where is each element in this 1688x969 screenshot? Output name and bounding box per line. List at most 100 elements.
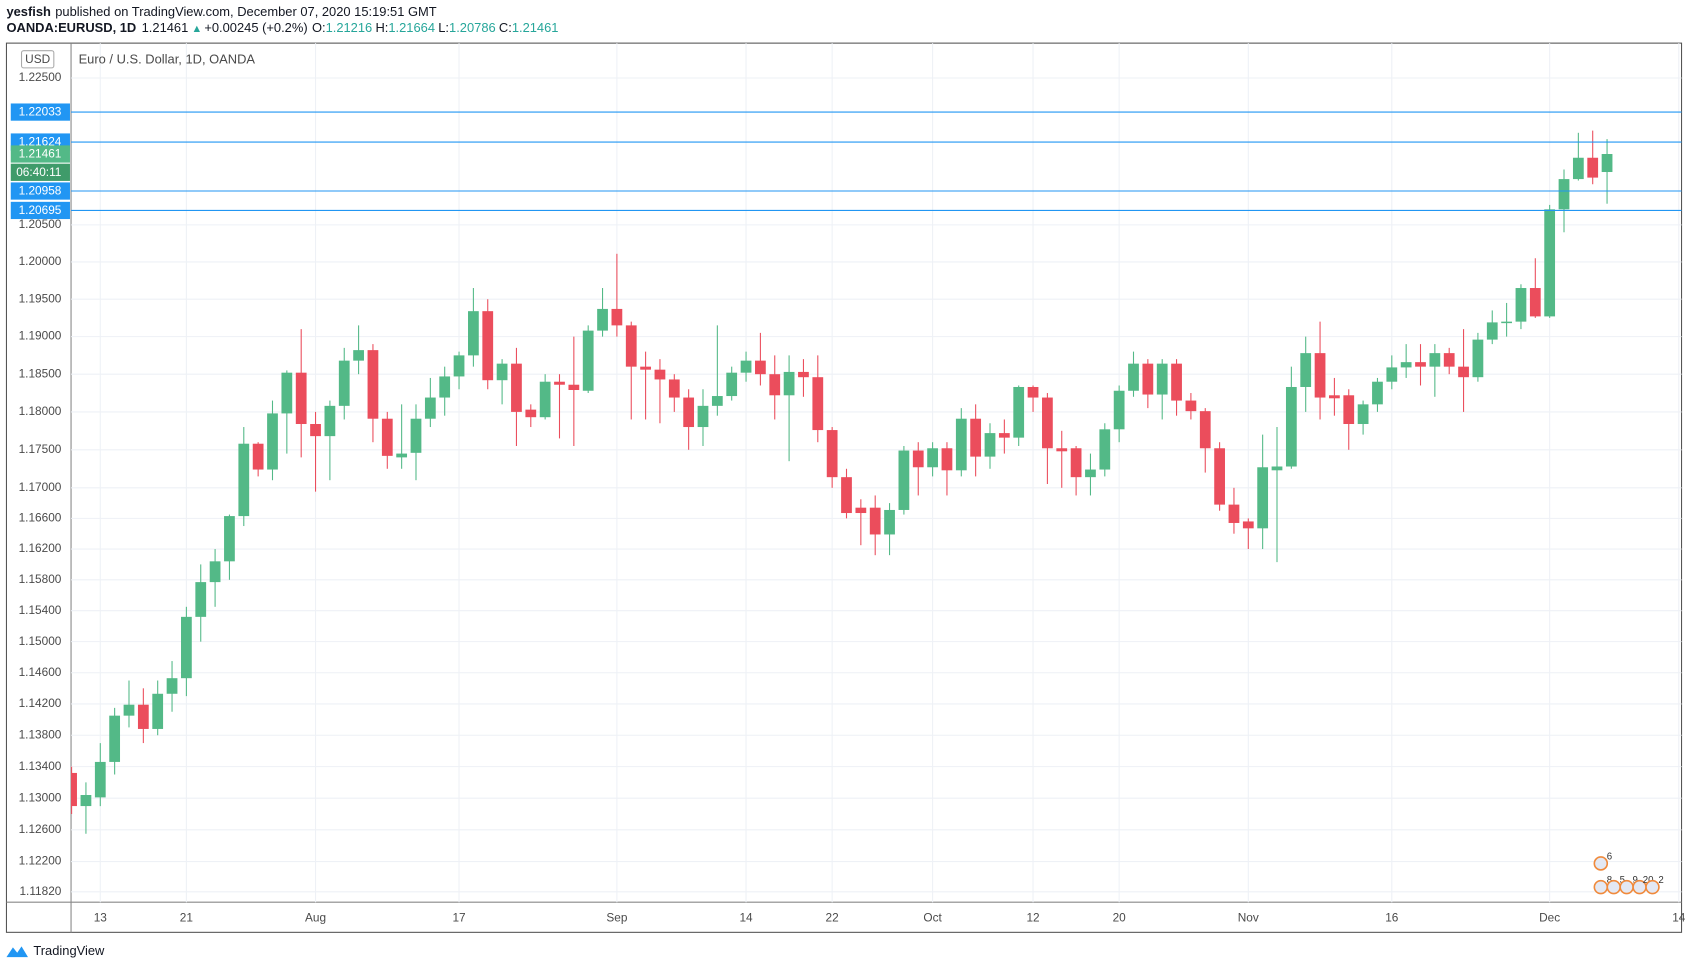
y-tick-label: 1.20500 [19, 217, 62, 231]
candle-body [812, 377, 824, 431]
y-tick-label: 1.17500 [19, 442, 62, 456]
symbol: OANDA:EURUSD, 1D [6, 21, 136, 36]
candle-body [554, 381, 565, 385]
current-price-box [10, 145, 70, 163]
candle-body [539, 381, 551, 418]
candle-body [1329, 395, 1340, 399]
candle-body [1113, 390, 1125, 430]
c-label: C: [499, 21, 512, 36]
candle-body [955, 418, 967, 471]
candle-body [1128, 363, 1139, 391]
candle-body [1027, 386, 1039, 398]
candle-body [984, 433, 996, 457]
candle-body [1357, 404, 1369, 425]
x-tick-label: 17 [452, 910, 465, 924]
candle-body [683, 397, 695, 428]
y-tick-label: 1.20000 [19, 254, 62, 268]
candle-body [353, 350, 364, 361]
price-line-label: 1.20958 [19, 184, 62, 198]
candle-body [869, 507, 881, 535]
candle-body [998, 433, 1010, 438]
y-tick-label: 1.15000 [19, 634, 62, 648]
candle-body [1515, 288, 1527, 322]
candle-body [611, 308, 623, 326]
current-price-label: 1.21461 [19, 147, 62, 161]
event-marker [1593, 879, 1609, 895]
candle-body [1458, 366, 1469, 378]
candle-body [1199, 411, 1211, 449]
candle-body [855, 507, 867, 514]
candle-body [439, 376, 451, 398]
candle-body [783, 371, 795, 396]
candle-body [1042, 397, 1053, 449]
event-label: 20 [1643, 875, 1654, 886]
y-tick-label: 1.13400 [19, 759, 62, 773]
candle-body [654, 369, 666, 380]
candle-body [1572, 157, 1584, 180]
candle-body [941, 448, 953, 471]
candle-body [1228, 504, 1240, 523]
x-tick-label: Dec [1539, 910, 1560, 924]
x-tick-label: Oct [923, 910, 942, 924]
x-tick-label: Nov [1238, 910, 1259, 924]
candle-body [1558, 179, 1570, 210]
candle-body [252, 443, 264, 470]
candle-body [310, 424, 321, 437]
y-tick-label: 1.17000 [19, 480, 62, 494]
candle-body [424, 397, 436, 419]
event-label: 9 [1633, 875, 1638, 886]
candle-body [1271, 466, 1283, 471]
candle-body [726, 372, 738, 397]
candle-body [1056, 448, 1068, 452]
candle-body [1070, 448, 1082, 478]
last-price: 1.21461 [142, 21, 189, 36]
candle-body [1486, 322, 1498, 340]
candle-body [166, 678, 178, 694]
candle-body [697, 405, 709, 428]
candle-body [582, 330, 594, 391]
candle-body [1501, 321, 1512, 324]
candle-body [80, 795, 92, 807]
header-line: yesfish published on TradingView.com, Dec… [6, 4, 436, 19]
event-marker [1645, 879, 1660, 895]
event-marker [1619, 879, 1634, 895]
published: published on TradingView.com, December 0… [55, 4, 437, 19]
candle-body [1429, 353, 1441, 367]
x-tick-label: 14 [1672, 910, 1686, 924]
c-value: 1.21461 [512, 21, 559, 36]
candle-body [912, 450, 924, 468]
candle-body [1257, 467, 1269, 529]
l-label: L: [438, 21, 449, 36]
price-line-box [10, 182, 70, 200]
h-label: H: [375, 21, 388, 36]
candle-body [496, 363, 508, 381]
candle-body [137, 704, 149, 729]
candle-body [267, 413, 278, 470]
currency-box [20, 50, 55, 69]
candle-body [1099, 429, 1111, 470]
y-tick-label: 1.16200 [19, 541, 62, 555]
y-tick-label: 1.19500 [19, 291, 62, 305]
candle-body [640, 366, 651, 370]
change: +0.00245 (+0.2%) [204, 21, 307, 36]
price-line-label: 1.22033 [19, 105, 62, 119]
event-label: 2 [1658, 875, 1663, 886]
candle-body [181, 616, 192, 679]
candle-body [1214, 448, 1225, 505]
candle-body [826, 430, 838, 478]
candle-body [1185, 400, 1197, 412]
candle-body [1085, 469, 1096, 478]
candle-body [396, 453, 408, 458]
candle-body [295, 372, 307, 425]
candle-body [841, 477, 852, 514]
candle-body [568, 384, 580, 391]
x-tick-label: Sep [606, 910, 627, 924]
candle-body [1314, 353, 1326, 398]
candle-body [1544, 209, 1556, 317]
candle-body [453, 355, 465, 377]
candle-body [525, 409, 537, 418]
price-line-box [10, 201, 70, 220]
o-value: 1.21216 [326, 21, 373, 36]
y-tick-label: 1.15400 [19, 603, 62, 617]
candle-body [195, 582, 207, 617]
